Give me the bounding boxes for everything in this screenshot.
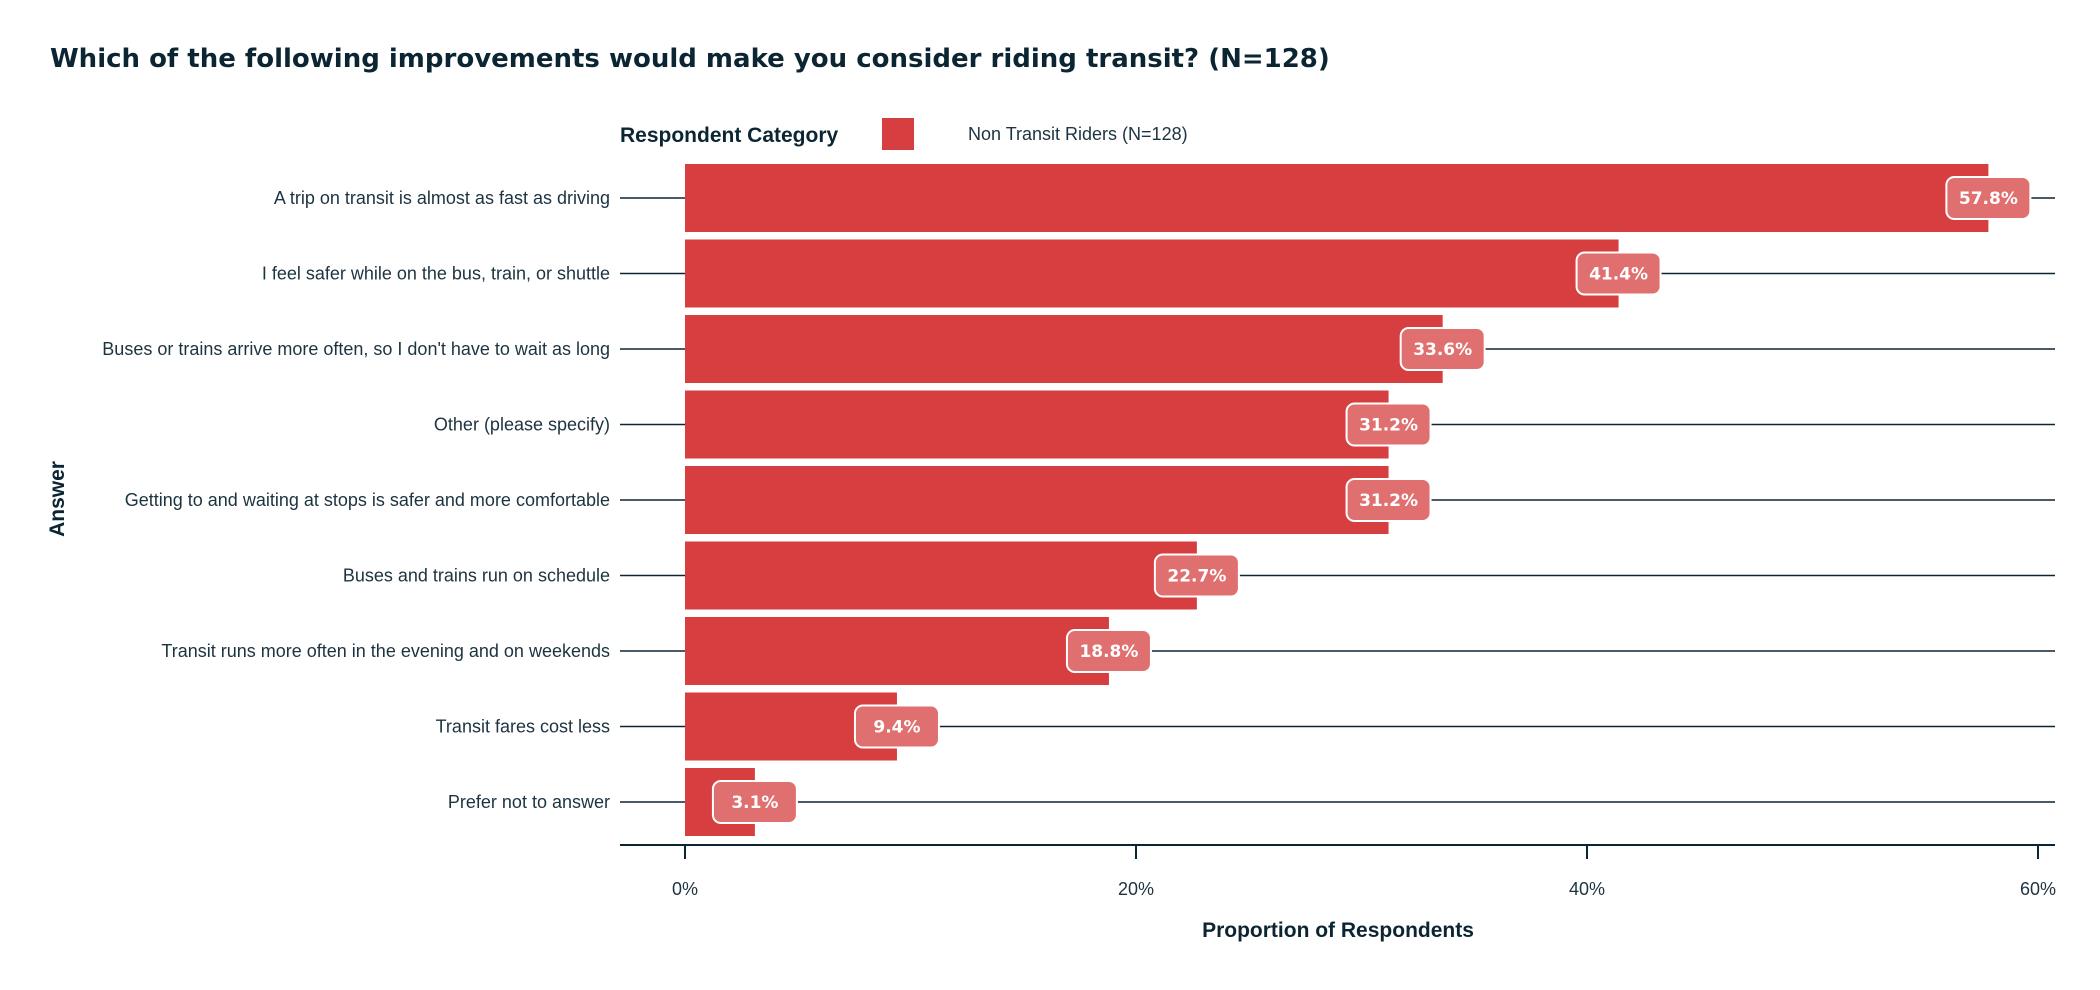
data-label-a-trip-on-transit-is-almost-as-fast-as-driving: 57.8% [1945, 176, 2032, 220]
bar-getting-to-and-waiting-at-stops-is-safer-and-more-comfortable [685, 466, 1389, 534]
data-labels: 57.8% 41.4% 33.6% 31.2% 31.2% 22.7% 18.8% 9.4% 3… [711, 176, 2032, 824]
data-label-box-getting-to-and-waiting-at-stops-is-safer-and-more-comfortable [1345, 478, 1432, 522]
chart-title: Which of the following improvements woul… [50, 44, 1330, 74]
data-label-box-a-trip-on-transit-is-almost-as-fast-as-driving [1945, 176, 2032, 220]
category-label-a-trip-on-transit-is-almost-as-fast-as-driving: A trip on transit is almost as fast as d… [274, 188, 610, 208]
category-label-i-feel-safer-while-on-the-bus-train-or-shuttle: I feel safer while on the bus, train, or… [262, 264, 610, 284]
bars [685, 164, 1989, 836]
x-tick-label-3: 60% [2020, 879, 2056, 899]
bar-i-feel-safer-while-on-the-bus-train-or-shuttle [685, 239, 1619, 308]
legend-title: Respondent Category [620, 124, 839, 147]
data-label-box-i-feel-safer-while-on-the-bus-train-or-shuttle [1575, 251, 1662, 296]
category-label-buses-and-trains-run-on-schedule: Buses and trains run on schedule [343, 566, 610, 586]
data-label-text-transit-runs-more-often-in-the-evening-and-on-weekends: 18.8% [1079, 642, 1138, 662]
data-label-getting-to-and-waiting-at-stops-is-safer-and-more-comfortable: 31.2% [1345, 478, 1432, 522]
data-label-box-buses-or-trains-arrive-more-often-so-i-don-t-have-to-wait-as-long [1399, 327, 1486, 371]
x-axis-title: Proportion of Respondents [1202, 919, 1474, 942]
data-label-buses-and-trains-run-on-schedule: 22.7% [1153, 553, 1240, 598]
x-axis: 0% 20% 40% 60% [620, 844, 2056, 899]
data-label-text-buses-or-trains-arrive-more-often-so-i-don-t-have-to-wait-as-long: 33.6% [1413, 340, 1472, 360]
data-label-text-a-trip-on-transit-is-almost-as-fast-as-driving: 57.8% [1959, 189, 2018, 209]
data-label-box-prefer-not-to-answer [711, 780, 798, 824]
data-label-prefer-not-to-answer: 3.1% [711, 780, 798, 824]
category-labels: A trip on transit is almost as fast as d… [102, 188, 610, 812]
category-label-buses-or-trains-arrive-more-often-so-i-don-t-have-to-wait-as-long: Buses or trains arrive more often, so I … [102, 339, 610, 359]
legend-entry-non-transit-riders: Non Transit Riders (N=128) [968, 124, 1188, 144]
x-tick-label-0: 0% [672, 879, 698, 899]
data-label-transit-runs-more-often-in-the-evening-and-on-weekends: 18.8% [1065, 629, 1152, 673]
data-label-text-getting-to-and-waiting-at-stops-is-safer-and-more-comfortable: 31.2% [1359, 491, 1418, 511]
y-axis-title: Answer [46, 461, 69, 537]
bar-buses-or-trains-arrive-more-often-so-i-don-t-have-to-wait-as-long [685, 315, 1443, 383]
x-tick-label-2: 40% [1569, 879, 1605, 899]
bar-buses-and-trains-run-on-schedule [685, 541, 1197, 610]
data-label-box-buses-and-trains-run-on-schedule [1153, 553, 1240, 598]
data-label-other-please-specify: 31.2% [1345, 402, 1432, 447]
data-label-text-i-feel-safer-while-on-the-bus-train-or-shuttle: 41.4% [1589, 265, 1648, 285]
bar-transit-runs-more-often-in-the-evening-and-on-weekends [685, 617, 1109, 685]
category-label-getting-to-and-waiting-at-stops-is-safer-and-more-comfortable: Getting to and waiting at stops is safer… [125, 490, 610, 510]
data-label-text-prefer-not-to-answer: 3.1% [731, 793, 778, 813]
x-tick-label-1: 20% [1118, 879, 1154, 899]
data-label-i-feel-safer-while-on-the-bus-train-or-shuttle: 41.4% [1575, 251, 1662, 296]
data-label-box-other-please-specify [1345, 402, 1432, 447]
legend-swatch-non-transit-riders [882, 118, 914, 150]
data-label-text-transit-fares-cost-less: 9.4% [873, 718, 920, 738]
category-label-transit-runs-more-often-in-the-evening-and-on-weekends: Transit runs more often in the evening a… [161, 641, 610, 661]
data-label-text-buses-and-trains-run-on-schedule: 22.7% [1167, 567, 1226, 587]
data-label-buses-or-trains-arrive-more-often-so-i-don-t-have-to-wait-as-long: 33.6% [1399, 327, 1486, 371]
data-label-box-transit-fares-cost-less [853, 704, 940, 749]
data-label-text-other-please-specify: 31.2% [1359, 416, 1418, 436]
legend: Respondent Category Non Transit Riders (… [620, 118, 1188, 150]
data-label-transit-fares-cost-less: 9.4% [853, 704, 940, 749]
category-label-other-please-specify: Other (please specify) [434, 415, 610, 435]
bar-a-trip-on-transit-is-almost-as-fast-as-driving [685, 164, 1989, 232]
category-label-prefer-not-to-answer: Prefer not to answer [448, 792, 610, 812]
bar-other-please-specify [685, 390, 1389, 459]
data-label-box-transit-runs-more-often-in-the-evening-and-on-weekends [1065, 629, 1152, 673]
category-label-transit-fares-cost-less: Transit fares cost less [436, 717, 610, 737]
